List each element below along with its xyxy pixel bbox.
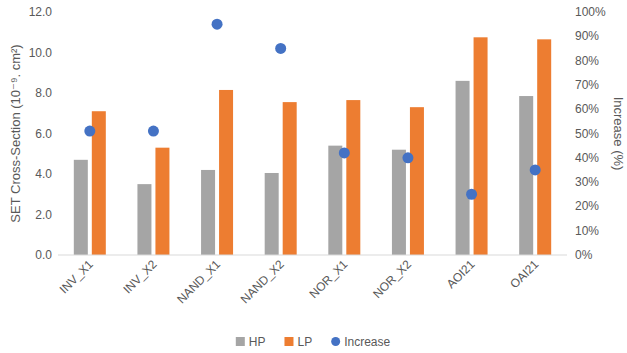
- bar: [328, 146, 342, 255]
- y2-tick: [567, 182, 570, 183]
- y2-tick-label: 30%: [575, 175, 599, 189]
- y2-axis-title: Increase (%): [611, 97, 626, 171]
- legend-swatch: [236, 337, 245, 346]
- point: [148, 126, 159, 137]
- bar: [265, 173, 279, 255]
- point: [212, 19, 223, 30]
- y2-tick: [567, 157, 570, 158]
- bar: [537, 39, 551, 255]
- x-tick-label: INV_X1: [57, 257, 96, 296]
- x-tick-label: NOR_X2: [370, 257, 414, 301]
- point: [275, 43, 286, 54]
- y-tick-label: 10.0: [29, 46, 53, 60]
- bar: [474, 37, 488, 255]
- y2-tick-label: 0%: [575, 248, 593, 262]
- bar: [410, 107, 424, 255]
- y-tick: [55, 12, 58, 13]
- y2-tick: [567, 255, 570, 256]
- y2-tick: [567, 36, 570, 37]
- y-tick-label: 6.0: [35, 127, 52, 141]
- y2-tick-label: 100%: [575, 5, 606, 19]
- legend-swatch: [331, 337, 340, 346]
- y-tick: [55, 93, 58, 94]
- bar: [346, 100, 360, 255]
- y2-tick-label: 20%: [575, 199, 599, 213]
- legend-swatch: [284, 337, 293, 346]
- y-axis-title: SET Cross-Section (10⁻⁹. cm²): [8, 44, 23, 222]
- point: [339, 147, 350, 158]
- plot-marks: [74, 19, 551, 255]
- legend-label: HP: [249, 335, 266, 349]
- y2-tick-label: 80%: [575, 54, 599, 68]
- y2-tick: [567, 109, 570, 110]
- y2-tick-label: 90%: [575, 29, 599, 43]
- bar: [155, 148, 169, 255]
- y-tick-label: 2.0: [35, 208, 52, 222]
- y-tick-label: 12.0: [29, 5, 53, 19]
- bar: [219, 90, 233, 255]
- x-tick-label: OAI21: [507, 257, 541, 291]
- y2-tick-label: 50%: [575, 127, 599, 141]
- chart: 0.0 2.0 4.0 6.0 8.0 10.0 12.0 0% 10% 20% 30% 40% 50%…: [0, 0, 627, 353]
- point: [466, 189, 477, 200]
- bar: [519, 96, 533, 255]
- bar: [74, 160, 88, 255]
- y2-tick: [567, 84, 570, 85]
- y-tick: [55, 174, 58, 175]
- y2-tick: [567, 133, 570, 134]
- y2-tick: [567, 12, 570, 13]
- y2-tick: [567, 230, 570, 231]
- point: [530, 164, 541, 175]
- bar: [456, 81, 470, 255]
- point: [402, 152, 413, 163]
- x-tick-label: INV_X2: [120, 257, 159, 296]
- bar: [283, 102, 297, 255]
- bar: [201, 170, 215, 255]
- x-tick-label: NAND_X2: [238, 257, 287, 306]
- y-tick-label: 0.0: [35, 248, 52, 262]
- legend-label: LP: [297, 335, 312, 349]
- y2-tick: [567, 206, 570, 207]
- y2-tick: [567, 60, 570, 61]
- y-tick-label: 8.0: [35, 86, 52, 100]
- bar: [137, 184, 151, 255]
- x-tick-label: AOI21: [444, 257, 478, 291]
- y2-tick-label: 60%: [575, 102, 599, 116]
- y2-tick-label: 40%: [575, 151, 599, 165]
- y-tick: [55, 255, 58, 256]
- y-tick-label: 4.0: [35, 167, 52, 181]
- y2-tick-label: 70%: [575, 78, 599, 92]
- x-tick-label: NAND_X1: [174, 257, 223, 306]
- point: [84, 126, 95, 137]
- y-tick: [55, 214, 58, 215]
- legend-label: Increase: [344, 335, 390, 349]
- y-tick: [55, 133, 58, 134]
- x-axis: [58, 255, 567, 256]
- y2-tick-label: 10%: [575, 224, 599, 238]
- bar: [392, 150, 406, 255]
- y-tick: [55, 52, 58, 53]
- legend: HP LP Increase: [236, 335, 391, 349]
- x-tick-label: NOR_X1: [307, 257, 351, 301]
